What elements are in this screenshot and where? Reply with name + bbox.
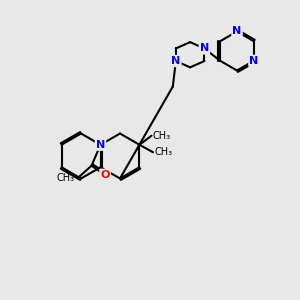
Text: N: N — [171, 56, 180, 66]
Text: N: N — [96, 140, 105, 150]
Text: CH₃: CH₃ — [154, 147, 172, 157]
Text: N: N — [232, 26, 242, 37]
Text: N: N — [249, 56, 259, 66]
Text: CH₃: CH₃ — [57, 173, 75, 183]
Text: O: O — [100, 170, 110, 180]
Text: CH₃: CH₃ — [153, 131, 171, 141]
Text: N: N — [200, 44, 209, 53]
